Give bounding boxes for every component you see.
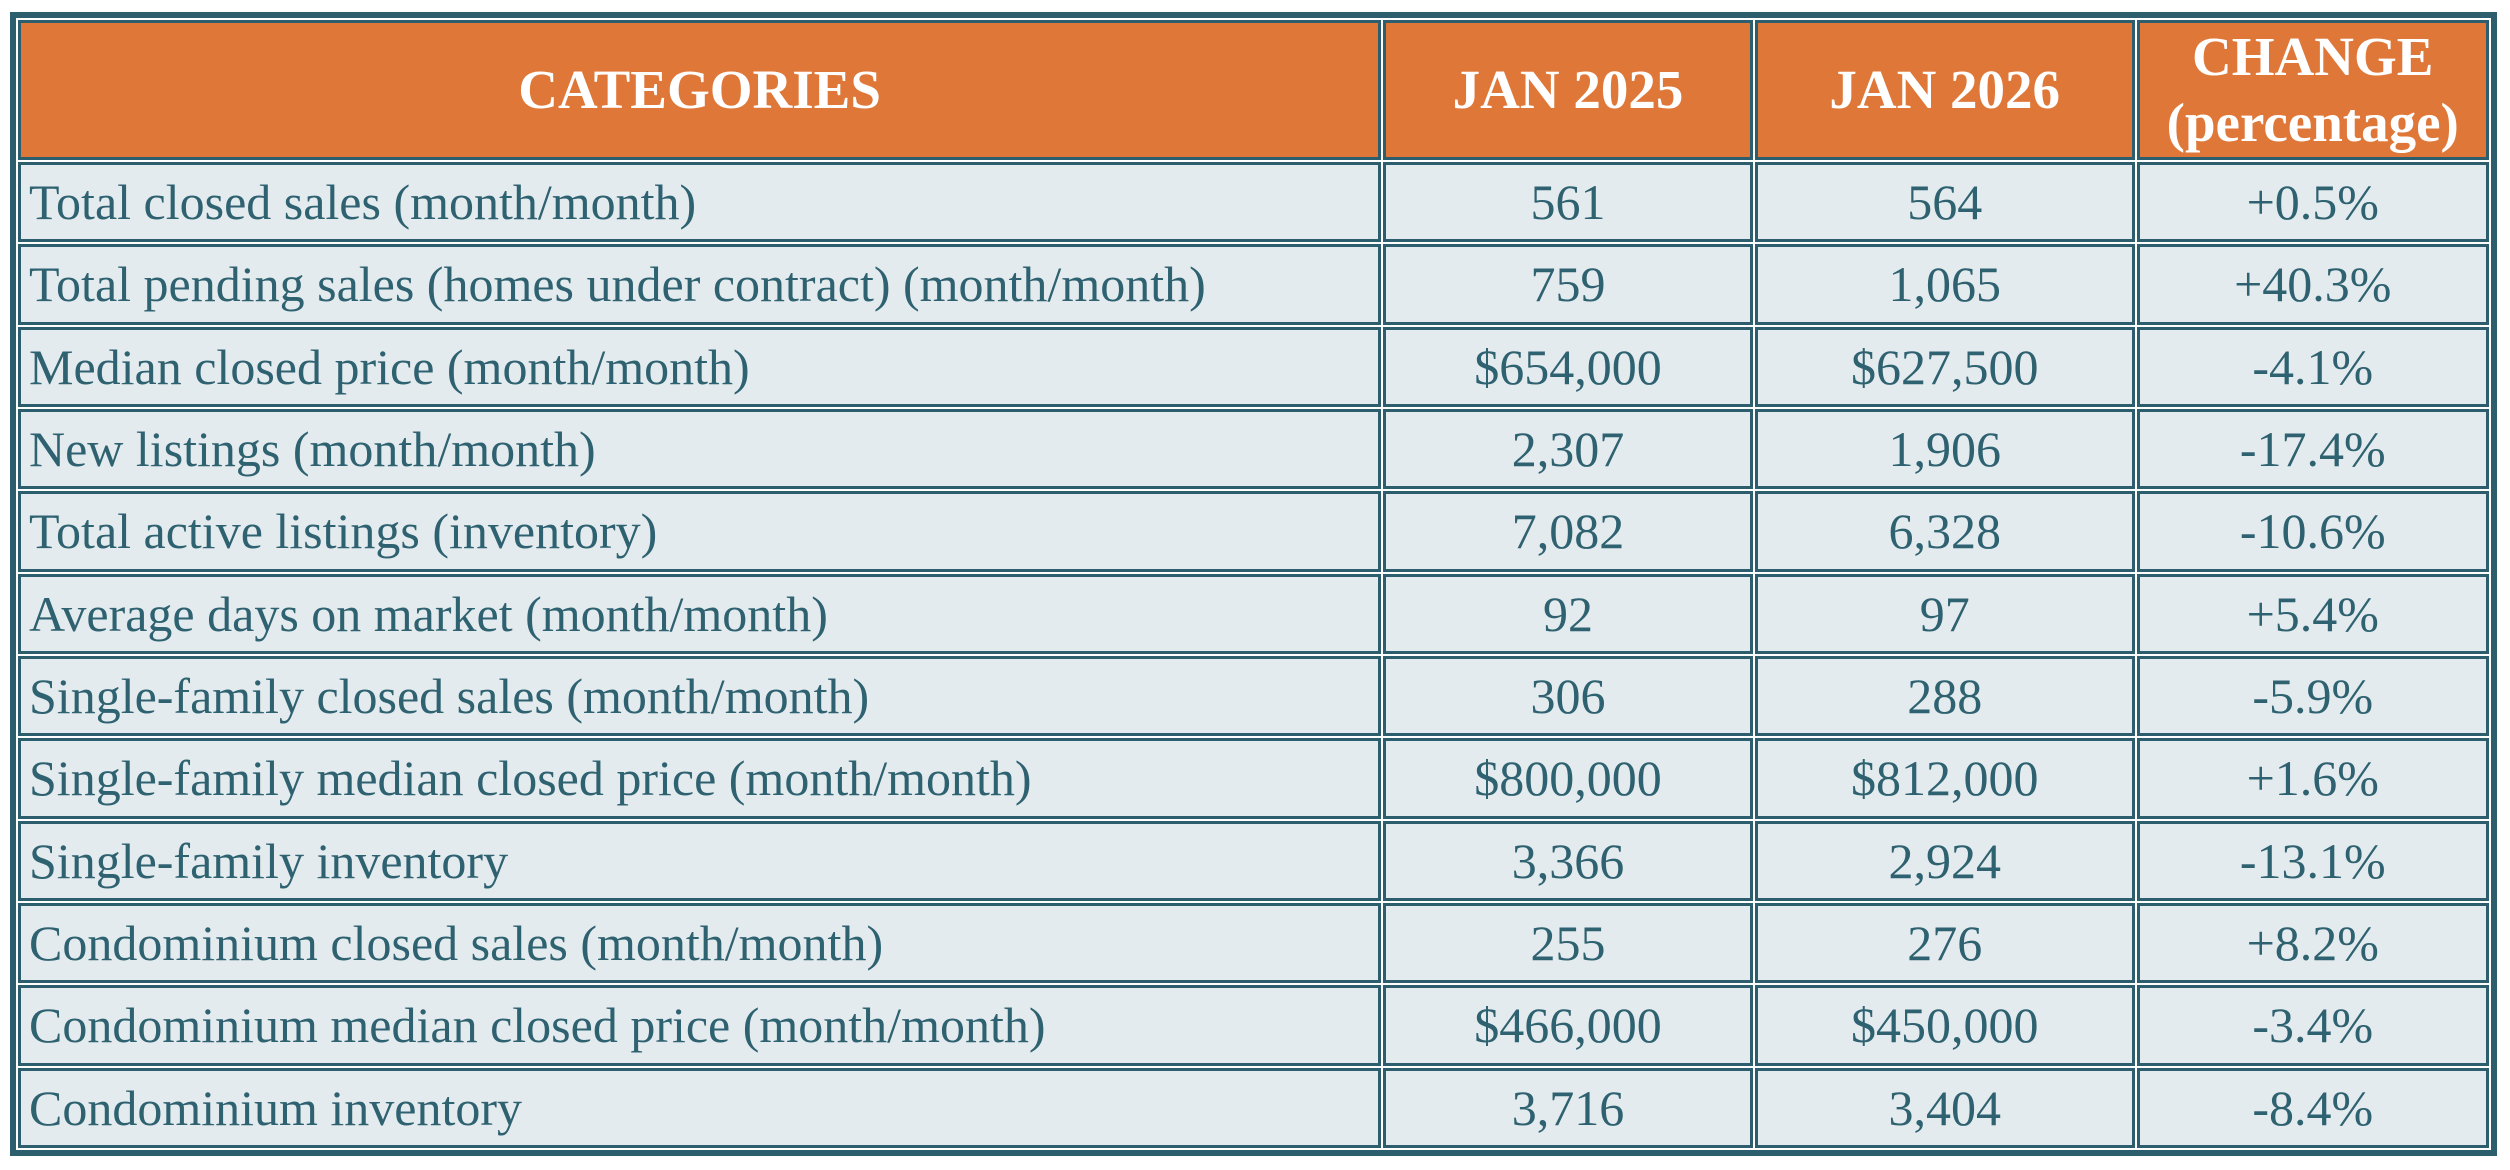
- category-cell: Average days on market (month/month): [18, 573, 1382, 654]
- change-cell: +1.6%: [2136, 738, 2489, 819]
- change-cell: +5.4%: [2136, 573, 2489, 654]
- jan-2026-cell: 6,328: [1754, 491, 2135, 572]
- table-body: Total closed sales (month/month) 561 564…: [18, 162, 2489, 1148]
- header-categories: CATEGORIES: [18, 20, 1382, 160]
- jan-2025-cell: 306: [1383, 655, 1753, 737]
- category-cell: Total pending sales (homes under contrac…: [18, 244, 1382, 325]
- header-row: CATEGORIES JAN 2025 JAN 2026 CHANGE (per…: [18, 20, 2489, 160]
- table-row: Condominium inventory 3,716 3,404 -8.4%: [18, 1067, 2489, 1148]
- table-row: Single-family inventory 3,366 2,924 -13.…: [18, 820, 2489, 901]
- category-cell: Condominium closed sales (month/month): [18, 902, 1382, 984]
- change-cell: -3.4%: [2136, 985, 2489, 1066]
- table-row: Total active listings (inventory) 7,082 …: [18, 491, 2489, 572]
- jan-2025-cell: 2,307: [1383, 408, 1753, 490]
- category-cell: Total active listings (inventory): [18, 491, 1382, 572]
- category-cell: Single-family inventory: [18, 820, 1382, 901]
- jan-2025-cell: $654,000: [1383, 326, 1753, 407]
- jan-2025-cell: $466,000: [1383, 985, 1753, 1066]
- table-row: Single-family median closed price (month…: [18, 738, 2489, 819]
- market-stats-table: CATEGORIES JAN 2025 JAN 2026 CHANGE (per…: [10, 12, 2497, 1156]
- jan-2026-cell: 2,924: [1754, 820, 2135, 901]
- table-row: Condominium median closed price (month/m…: [18, 985, 2489, 1066]
- category-cell: New listings (month/month): [18, 408, 1382, 490]
- jan-2025-cell: 92: [1383, 573, 1753, 654]
- table-row: Median closed price (month/month) $654,0…: [18, 326, 2489, 407]
- table-row: New listings (month/month) 2,307 1,906 -…: [18, 408, 2489, 490]
- table-row: Single-family closed sales (month/month)…: [18, 655, 2489, 737]
- category-cell: Total closed sales (month/month): [18, 162, 1382, 243]
- category-cell: Condominium inventory: [18, 1067, 1382, 1148]
- jan-2025-cell: $800,000: [1383, 738, 1753, 819]
- category-cell: Single-family closed sales (month/month): [18, 655, 1382, 737]
- table-row: Total pending sales (homes under contrac…: [18, 244, 2489, 325]
- jan-2025-cell: 759: [1383, 244, 1753, 325]
- jan-2026-cell: 288: [1754, 655, 2135, 737]
- jan-2025-cell: 3,366: [1383, 820, 1753, 901]
- jan-2025-cell: 561: [1383, 162, 1753, 243]
- table-row: Average days on market (month/month) 92 …: [18, 573, 2489, 654]
- jan-2026-cell: $627,500: [1754, 326, 2135, 407]
- change-cell: +0.5%: [2136, 162, 2489, 243]
- change-cell: +8.2%: [2136, 902, 2489, 984]
- change-cell: -10.6%: [2136, 491, 2489, 572]
- jan-2025-cell: 7,082: [1383, 491, 1753, 572]
- jan-2026-cell: 1,906: [1754, 408, 2135, 490]
- category-cell: Single-family median closed price (month…: [18, 738, 1382, 819]
- jan-2026-cell: 1,065: [1754, 244, 2135, 325]
- header-change: CHANGE (percentage): [2136, 20, 2489, 160]
- table-row: Condominium closed sales (month/month) 2…: [18, 902, 2489, 984]
- jan-2025-cell: 3,716: [1383, 1067, 1753, 1148]
- change-cell: -17.4%: [2136, 408, 2489, 490]
- category-cell: Condominium median closed price (month/m…: [18, 985, 1382, 1066]
- jan-2025-cell: 255: [1383, 902, 1753, 984]
- change-cell: -13.1%: [2136, 820, 2489, 901]
- header-change-line-1: CHANGE: [2192, 26, 2434, 87]
- jan-2026-cell: 3,404: [1754, 1067, 2135, 1148]
- change-cell: -4.1%: [2136, 326, 2489, 407]
- jan-2026-cell: $450,000: [1754, 985, 2135, 1066]
- change-cell: -5.9%: [2136, 655, 2489, 737]
- jan-2026-cell: 564: [1754, 162, 2135, 243]
- jan-2026-cell: 276: [1754, 902, 2135, 984]
- jan-2026-cell: 97: [1754, 573, 2135, 654]
- category-cell: Median closed price (month/month): [18, 326, 1382, 407]
- header-jan-2025: JAN 2025: [1383, 20, 1753, 160]
- change-cell: -8.4%: [2136, 1067, 2489, 1148]
- change-cell: +40.3%: [2136, 244, 2489, 325]
- table-row: Total closed sales (month/month) 561 564…: [18, 162, 2489, 243]
- header-change-line-2: (percentage): [2166, 92, 2459, 153]
- header-jan-2026: JAN 2026: [1754, 20, 2135, 160]
- table-header: CATEGORIES JAN 2025 JAN 2026 CHANGE (per…: [18, 20, 2489, 160]
- jan-2026-cell: $812,000: [1754, 738, 2135, 819]
